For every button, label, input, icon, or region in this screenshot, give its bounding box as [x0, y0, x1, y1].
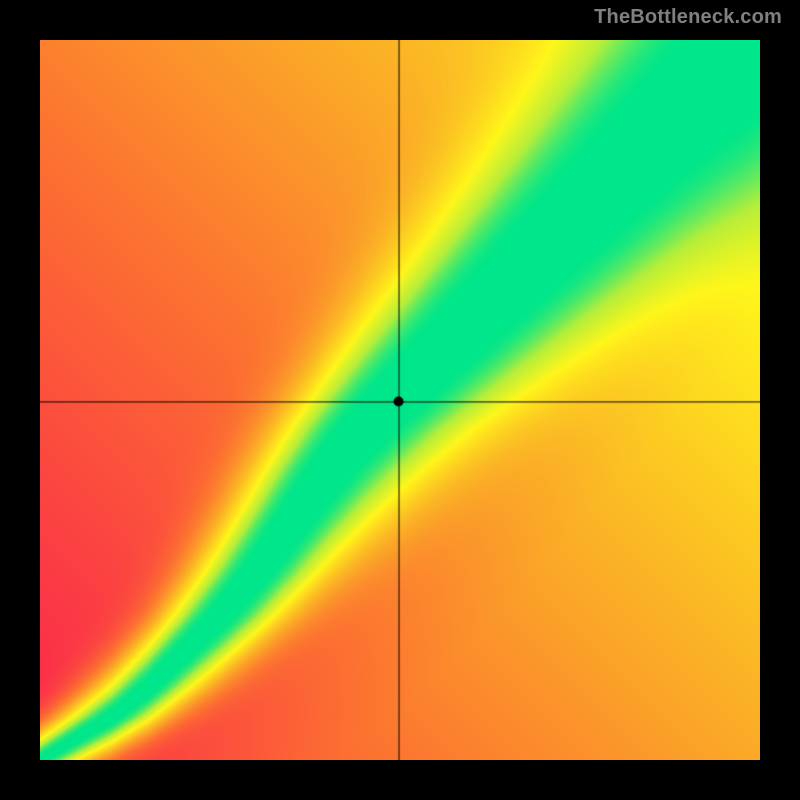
watermark-text: TheBottleneck.com — [594, 6, 782, 29]
chart-container: TheBottleneck.com — [0, 0, 800, 800]
heatmap-canvas — [40, 40, 760, 760]
heatmap-plot — [40, 40, 760, 760]
